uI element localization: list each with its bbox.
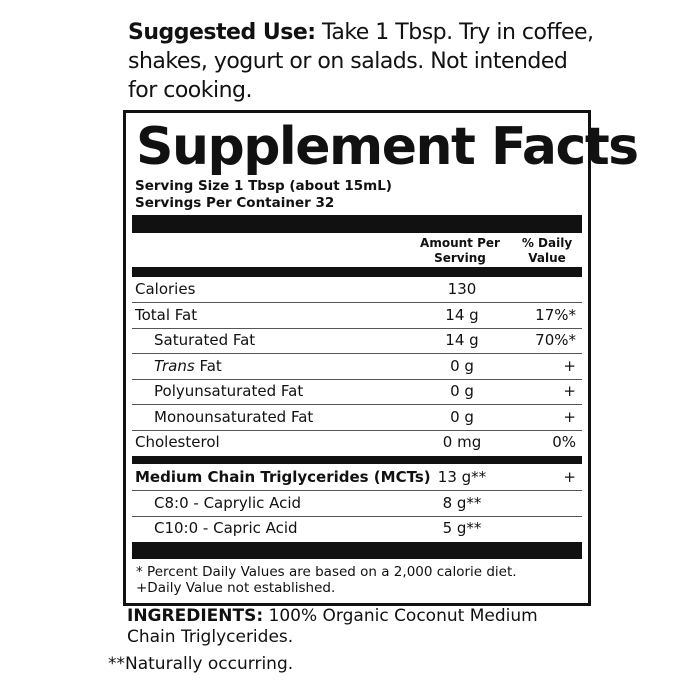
nutrient-row: Monounsaturated Fat 0 g + [132,405,582,431]
servings-per-container: Servings Per Container 32 [135,195,335,211]
nutrient-name: Polyunsaturated Fat [154,382,304,400]
nutrient-row: C10:0 - Capric Acid 5 g** [132,516,582,541]
nutrient-row: Total Fat 14 g 17%* [132,303,582,329]
amount-per-serving: 130 [447,280,477,298]
amount-per-serving: 0 mg [442,433,482,451]
nutrient-row: Saturated Fat 14 g 70%* [132,328,582,354]
naturally-occurring-note: **Naturally occurring. [108,654,294,674]
amount-per-serving: 14 g [445,305,479,324]
daily-value: + [563,407,576,426]
amount-per-serving: 14 g [445,331,479,349]
amount-per-serving: 0 g [450,382,474,400]
nutrient-name: Monounsaturated Fat [154,407,314,426]
nutrient-name-suffix: Fat [194,356,222,375]
header-amount: Amount Per Serving [420,236,500,265]
ingredients-text: 100% Organic Coconut Medium Chain Trigly… [127,606,538,647]
daily-value: 70%* [535,331,576,349]
nutrient-name: Calories [135,280,196,298]
ingredients: INGREDIENTS: 100% Organic Coconut Medium… [127,606,547,648]
supplement-facts-panel: Supplement Facts Serving Size 1 Tbsp (ab… [123,110,639,606]
nutrient-name: Total Fat [135,305,198,324]
daily-value: 17%* [535,305,576,324]
footnote-not-established: +Daily Value not established. [136,580,336,596]
daily-value: + [563,468,576,486]
nutrient-row: Polyunsaturated Fat 0 g + [132,379,582,405]
divider [132,267,582,277]
thick-divider [132,542,582,559]
nutrient-row: Calories 130 [132,277,582,303]
nutrient-row: Cholesterol 0 mg 0% [132,430,582,455]
nutrient-name: Saturated Fat [154,331,256,349]
nutrient-row: Trans Fat 0 g + [132,354,582,380]
daily-value: + [563,382,576,400]
daily-value: + [563,356,576,375]
footnote-daily-values: * Percent Daily Values are based on a 2,… [136,564,517,580]
nutrient-row: Medium Chain Triglycerides (MCTs) 13 g** + [132,465,582,491]
thick-divider [132,215,582,233]
nutrient-name: Medium Chain Triglycerides (MCTs) [135,468,431,486]
panel-title: Supplement Facts [136,117,639,177]
nutrient-name: Trans Fat [154,354,222,379]
nutrient-name: C10:0 - Capric Acid [154,519,298,537]
suggested-use-label: Suggested Use: [128,20,316,45]
amount-per-serving: 13 g** [437,468,487,486]
amount-per-serving: 0 g [450,407,474,426]
daily-value: 0% [552,433,576,451]
nutrient-row: C8:0 - Caprylic Acid 8 g** [132,491,582,517]
amount-per-serving: 8 g** [442,493,482,512]
suggested-use: Suggested Use: Take 1 Tbsp. Try in coffe… [128,18,598,105]
suggested-use-text: Take 1 Tbsp. Try in coffee, shakes, yogu… [128,20,594,103]
amount-per-serving: 0 g [450,356,474,375]
divider [132,456,582,464]
ingredients-label: INGREDIENTS: [127,606,264,626]
amount-per-serving: 5 g** [442,519,482,537]
nutrient-name-italic: Trans [154,356,195,375]
nutrient-name: C8:0 - Caprylic Acid [154,493,302,512]
header-daily-value: % Daily Value [521,236,573,265]
serving-size: Serving Size 1 Tbsp (about 15mL) [135,178,392,194]
nutrient-name: Cholesterol [135,433,220,451]
